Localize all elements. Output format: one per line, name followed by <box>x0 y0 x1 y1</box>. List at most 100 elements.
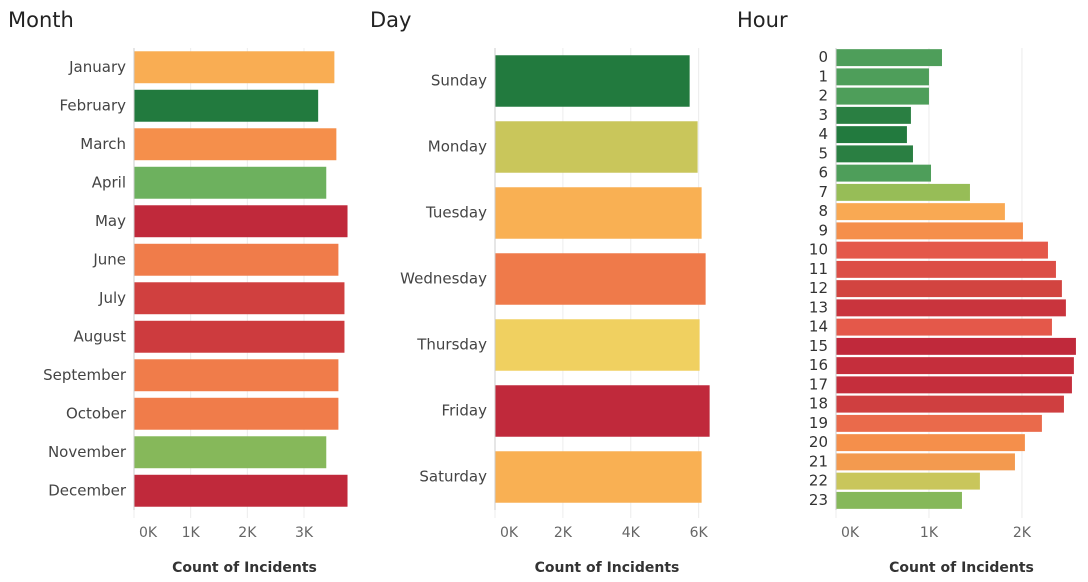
x-axis-title: Count of Incidents <box>172 560 317 576</box>
x-tick-label: 3K <box>295 525 314 541</box>
bar <box>836 49 942 67</box>
x-tick-label: 2K <box>238 525 257 541</box>
category-label: 4 <box>818 125 828 143</box>
category-label: November <box>48 443 127 461</box>
bar <box>495 55 690 107</box>
bar <box>836 183 970 201</box>
category-label: 18 <box>809 395 828 413</box>
category-label: 13 <box>809 298 828 316</box>
x-tick-label: 2K <box>554 525 573 541</box>
category-label: 2 <box>818 87 828 105</box>
bar <box>134 397 339 430</box>
category-label: January <box>68 58 126 76</box>
category-label: 17 <box>809 375 828 393</box>
bar <box>836 87 929 105</box>
chart-title: Hour <box>737 8 788 32</box>
bar <box>836 472 980 490</box>
bar <box>836 453 1015 471</box>
chart-title: Day <box>370 8 411 32</box>
bar <box>836 222 1023 240</box>
x-tick-label: 0K <box>139 525 158 541</box>
bar <box>134 243 339 276</box>
category-label: Sunday <box>431 72 487 90</box>
bar <box>836 299 1066 317</box>
bar <box>495 319 700 371</box>
x-tick-label: 0K <box>500 525 519 541</box>
category-label: 3 <box>818 106 828 124</box>
bar <box>134 359 339 392</box>
bar <box>836 414 1042 432</box>
bar <box>495 253 706 305</box>
category-label: March <box>80 135 126 153</box>
x-tick-label: 1K <box>920 525 939 541</box>
x-tick-label: 6K <box>690 525 709 541</box>
category-label: Monday <box>428 138 487 156</box>
bar <box>836 318 1052 336</box>
bar <box>836 203 1005 221</box>
category-label: 0 <box>818 48 828 66</box>
bar <box>836 357 1074 375</box>
category-label: 12 <box>809 279 828 297</box>
category-label: Wednesday <box>400 270 487 288</box>
bar <box>836 106 911 124</box>
category-label: July <box>98 289 126 307</box>
category-label: 6 <box>818 164 828 182</box>
bar <box>836 491 962 509</box>
bar <box>134 205 348 238</box>
category-label: 5 <box>818 144 828 162</box>
category-label: 22 <box>809 472 828 490</box>
category-label: December <box>48 481 127 499</box>
category-label: 9 <box>818 221 828 239</box>
category-label: 19 <box>809 414 828 432</box>
category-label: June <box>92 250 126 268</box>
bar <box>836 241 1048 259</box>
category-label: October <box>66 404 127 422</box>
category-label: Thursday <box>416 336 487 354</box>
bar <box>134 474 348 507</box>
category-label: 15 <box>809 337 828 355</box>
bar <box>134 166 327 199</box>
x-tick-label: 1K <box>182 525 201 541</box>
category-label: 20 <box>809 433 828 451</box>
category-label: 1 <box>818 67 828 85</box>
chart-title: Month <box>8 8 74 32</box>
category-label: May <box>95 212 126 230</box>
bar <box>134 51 335 84</box>
category-label: 8 <box>818 202 828 220</box>
category-label: August <box>74 327 127 345</box>
x-tick-label: 0K <box>841 525 860 541</box>
bar <box>836 145 913 163</box>
bar <box>495 187 702 239</box>
bar <box>836 68 929 86</box>
category-label: September <box>43 366 127 384</box>
category-label: 11 <box>809 260 828 278</box>
bar <box>134 89 319 122</box>
category-label: 10 <box>809 241 828 259</box>
x-tick-label: 4K <box>622 525 641 541</box>
category-label: 21 <box>809 452 828 470</box>
x-axis-title: Count of Incidents <box>535 560 680 576</box>
category-label: 16 <box>809 356 828 374</box>
bar <box>836 337 1076 355</box>
bar <box>495 121 698 173</box>
category-label: Friday <box>442 402 488 420</box>
bar <box>495 385 710 437</box>
x-axis-title: Count of Incidents <box>889 560 1034 576</box>
category-label: 14 <box>809 318 828 336</box>
bar <box>836 164 932 182</box>
bar <box>134 320 345 353</box>
bar <box>134 128 337 161</box>
category-label: April <box>92 173 126 191</box>
bar <box>836 260 1056 278</box>
bar <box>836 280 1062 298</box>
bar <box>836 395 1064 413</box>
category-label: 7 <box>818 183 828 201</box>
bar <box>836 434 1025 452</box>
category-label: February <box>60 96 127 114</box>
bar <box>836 376 1072 394</box>
category-label: Saturday <box>419 468 487 486</box>
bar <box>134 282 345 315</box>
x-tick-label: 2K <box>1013 525 1032 541</box>
category-label: 23 <box>809 491 828 509</box>
bar <box>495 451 702 503</box>
